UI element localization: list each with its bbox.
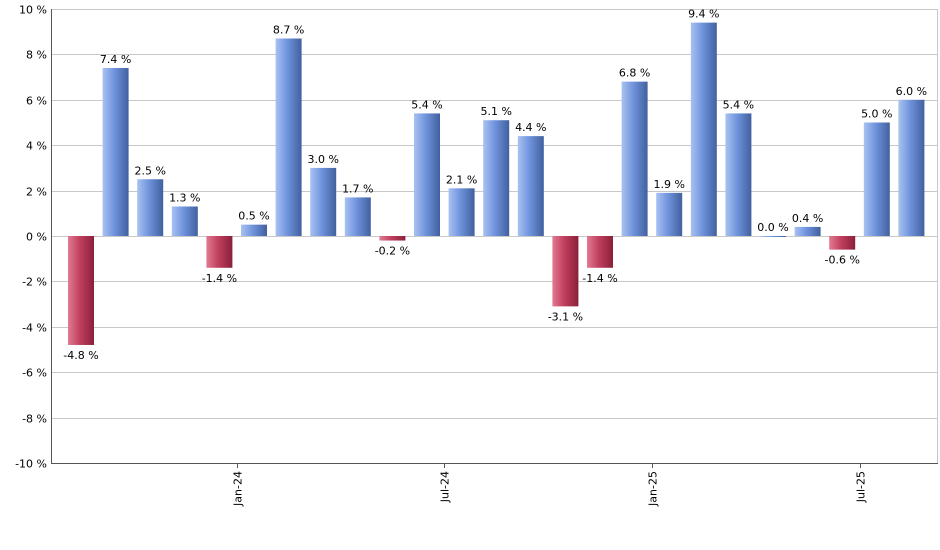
bar-data-label: -0.6 % xyxy=(824,254,859,267)
bar-data-label: 2.5 % xyxy=(134,164,165,177)
bar xyxy=(552,236,579,307)
bar xyxy=(517,136,544,236)
data-labels: -4.8 % 7.4 % 2.5 % 1.3 % -1.4 % 0.5 % 8.7 % 3.0… xyxy=(63,8,927,362)
bar-data-label: 2.1 % xyxy=(446,173,477,186)
bar xyxy=(725,113,752,236)
bar-data-label: 5.0 % xyxy=(861,108,892,121)
bar xyxy=(137,179,164,236)
bar-data-label: 5.1 % xyxy=(480,105,511,118)
x-tick-label: Jul-25 xyxy=(855,471,868,503)
gridlines xyxy=(51,9,938,464)
bar-data-label: 0.4 % xyxy=(792,212,823,225)
bar xyxy=(587,236,613,268)
bar xyxy=(171,206,198,236)
bar xyxy=(656,192,683,236)
y-tick-label: -10 % xyxy=(15,458,47,471)
y-tick-label: -6 % xyxy=(22,367,47,380)
bar-data-label: 5.4 % xyxy=(723,98,754,111)
bar-data-label: 1.9 % xyxy=(653,178,684,191)
bars xyxy=(68,22,925,345)
y-tick-label: -4 % xyxy=(22,322,47,335)
y-tick-label: 8 % xyxy=(26,49,47,62)
bar xyxy=(310,167,337,236)
bar xyxy=(794,226,821,236)
bar-data-label: 5.4 % xyxy=(411,98,442,111)
bar-data-label: -3.1 % xyxy=(548,310,583,323)
bar-data-label: 6.8 % xyxy=(619,67,650,80)
bar xyxy=(275,38,302,237)
bar xyxy=(448,188,475,236)
y-axis-tick-labels: 10 % 8 % 6 % 4 % 2 % 0 % -2 % -4 % -6 % -8 % -10 % xyxy=(15,4,47,471)
bar xyxy=(760,236,786,237)
x-tick-label: Jul-24 xyxy=(439,471,452,503)
bar-data-label: 7.4 % xyxy=(100,53,131,66)
bar xyxy=(863,122,890,236)
bar-data-label: -4.8 % xyxy=(63,349,98,362)
bar xyxy=(68,236,94,345)
bar xyxy=(690,22,717,237)
bar-data-label: -1.4 % xyxy=(582,272,617,285)
bar-data-label: 0.0 % xyxy=(757,221,788,234)
x-tick-label: Jan-25 xyxy=(647,471,660,507)
y-tick-label: 10 % xyxy=(19,4,47,17)
bar xyxy=(344,197,371,236)
bar xyxy=(829,236,856,250)
bar xyxy=(206,236,233,268)
y-tick-label: 2 % xyxy=(26,186,47,199)
axes xyxy=(51,9,938,464)
bar xyxy=(483,120,510,236)
bar-data-label: 3.0 % xyxy=(307,153,338,166)
bar xyxy=(898,99,925,236)
bar xyxy=(414,113,440,236)
y-tick-label: 6 % xyxy=(26,95,47,108)
bar xyxy=(241,224,267,236)
y-tick-label: -2 % xyxy=(22,276,47,289)
bar xyxy=(102,68,129,237)
bar-data-label: 8.7 % xyxy=(273,24,304,37)
bar-data-label: -1.4 % xyxy=(202,272,237,285)
bar-data-label: 9.4 % xyxy=(688,8,719,21)
x-tick-label: Jan-24 xyxy=(232,471,245,507)
bar-data-label: 1.7 % xyxy=(342,182,373,195)
bar-data-label: -0.2 % xyxy=(375,245,410,258)
bar-data-label: 0.5 % xyxy=(238,210,269,223)
bar xyxy=(621,81,648,236)
y-tick-label: -8 % xyxy=(22,413,47,426)
bar-data-label: 1.3 % xyxy=(169,191,200,204)
bar-data-label: 4.4 % xyxy=(515,121,546,134)
bar-data-label: 6.0 % xyxy=(896,85,927,98)
bar xyxy=(379,236,406,241)
y-tick-label: 0 % xyxy=(26,231,47,244)
y-tick-label: 4 % xyxy=(26,140,47,153)
x-axis-tick-labels: Jan-24 Jul-24 Jan-25 Jul-25 xyxy=(232,463,868,507)
